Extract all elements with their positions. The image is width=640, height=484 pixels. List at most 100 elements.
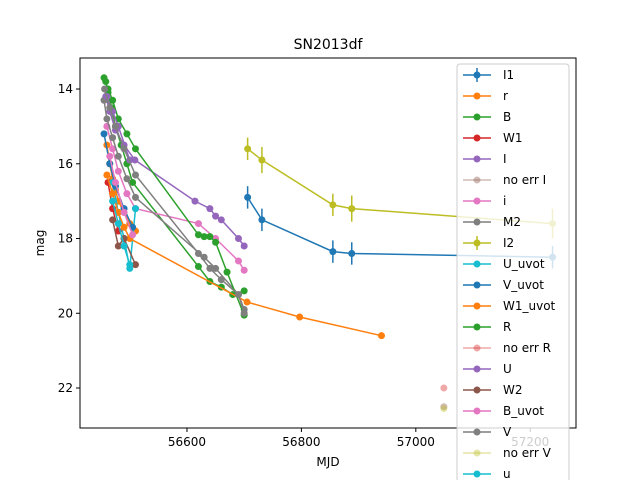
data-point xyxy=(377,332,385,340)
data-point xyxy=(194,263,202,271)
data-point xyxy=(240,287,248,295)
data-point xyxy=(348,205,356,213)
data-point xyxy=(217,216,225,224)
legend-marker xyxy=(473,239,481,247)
series-line xyxy=(106,126,245,271)
y-tick-label: 18 xyxy=(58,232,73,246)
chart-title: SN2013df xyxy=(294,37,364,53)
data-point xyxy=(131,261,139,269)
legend-box xyxy=(456,63,570,484)
data-point xyxy=(206,205,214,213)
data-point xyxy=(123,190,131,198)
legend-marker xyxy=(473,176,481,184)
legend-label: u xyxy=(503,467,511,480)
legend-label: I1 xyxy=(503,68,514,82)
series-line xyxy=(106,96,131,161)
legend-marker xyxy=(473,428,481,436)
legend-label: W1_uvot xyxy=(503,299,556,313)
data-point xyxy=(109,197,117,205)
legend-marker xyxy=(473,197,481,205)
data-point xyxy=(123,130,131,138)
data-point xyxy=(111,122,119,130)
data-point xyxy=(194,220,202,228)
legend-marker xyxy=(473,449,481,457)
legend-marker xyxy=(473,134,481,142)
data-point xyxy=(100,74,108,82)
legend-marker xyxy=(473,92,481,100)
data-point xyxy=(114,167,122,175)
legend-label: M2 xyxy=(503,215,521,229)
series xyxy=(440,403,448,411)
y-tick-label: 16 xyxy=(58,157,73,171)
data-point xyxy=(329,201,337,209)
legend-label: i xyxy=(503,194,506,208)
data-point xyxy=(109,216,117,224)
x-tick-label: 56800 xyxy=(282,435,320,449)
series xyxy=(103,171,385,340)
series xyxy=(100,74,248,319)
series xyxy=(440,384,448,392)
series xyxy=(440,405,448,413)
data-point xyxy=(244,193,252,201)
series xyxy=(109,197,134,269)
series-line xyxy=(103,100,245,310)
legend-marker xyxy=(473,365,481,373)
data-point xyxy=(206,233,214,241)
data-point xyxy=(120,242,128,250)
x-axis-label: MJD xyxy=(316,455,339,469)
legend-label: I xyxy=(503,152,507,166)
data-point xyxy=(129,178,137,186)
plot-frame xyxy=(79,57,577,429)
data-point xyxy=(131,193,139,201)
data-point xyxy=(111,178,119,186)
y-tick-label: 14 xyxy=(58,82,73,96)
data-point xyxy=(240,309,248,317)
data-point xyxy=(244,145,252,153)
data-point xyxy=(109,96,117,104)
data-point xyxy=(329,248,337,256)
data-point xyxy=(123,175,131,183)
data-point xyxy=(258,156,266,164)
legend-marker xyxy=(473,281,481,289)
data-point xyxy=(440,384,448,392)
x-tick-label: 56600 xyxy=(168,435,206,449)
data-point xyxy=(109,134,117,142)
legend-marker xyxy=(473,155,481,163)
data-point xyxy=(120,145,128,153)
data-point xyxy=(126,261,134,269)
legend-label: no err I xyxy=(503,173,546,187)
data-point xyxy=(191,197,199,205)
legend-marker xyxy=(473,113,481,121)
legend-label: no err V xyxy=(503,446,552,460)
legend-label: W1 xyxy=(503,131,523,145)
data-point xyxy=(296,313,304,321)
data-point xyxy=(114,220,122,228)
data-point xyxy=(240,266,248,274)
legend-label: U xyxy=(503,362,512,376)
legend-label: r xyxy=(503,89,508,103)
data-point xyxy=(258,216,266,224)
data-point xyxy=(200,233,208,241)
data-point xyxy=(100,130,108,138)
data-point xyxy=(194,231,202,239)
legend-marker xyxy=(473,218,481,226)
data-point xyxy=(234,291,242,299)
data-point xyxy=(440,403,448,411)
data-point xyxy=(234,235,242,243)
data-point xyxy=(106,104,114,112)
data-point xyxy=(194,249,202,257)
data-point xyxy=(212,212,220,220)
data-point xyxy=(114,242,122,250)
y-tick-label: 20 xyxy=(58,306,73,320)
data-point xyxy=(131,145,139,153)
data-point xyxy=(109,190,117,198)
data-point xyxy=(131,156,139,164)
data-point xyxy=(348,249,356,257)
legend-marker xyxy=(473,470,481,478)
data-point xyxy=(106,152,114,160)
series-line xyxy=(109,156,134,236)
legend-marker xyxy=(473,260,481,268)
legend-marker xyxy=(473,344,481,352)
legend-marker xyxy=(473,407,481,415)
